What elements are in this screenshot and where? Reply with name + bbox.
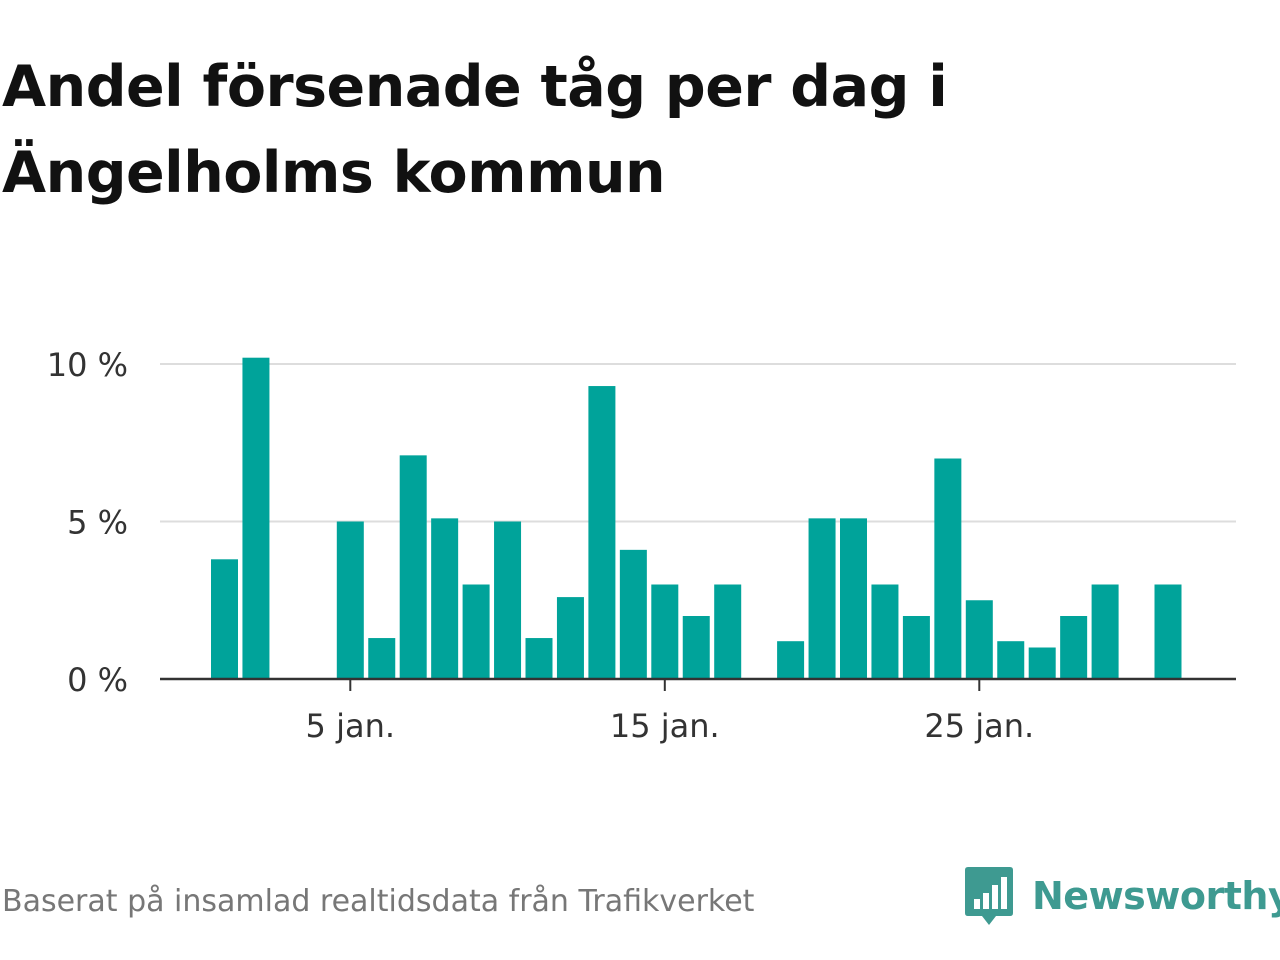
bar [588, 386, 616, 679]
bar [997, 641, 1025, 679]
source-note: Baserat på insamlad realtidsdata från Tr… [2, 884, 755, 919]
bar [399, 455, 427, 679]
bar [494, 521, 522, 679]
bar [1060, 616, 1088, 679]
x-axis-ticks: 5 jan. 15 jan. 25 jan. [306, 679, 1034, 745]
bar [211, 559, 238, 679]
bar [714, 584, 742, 679]
bar [1091, 584, 1119, 679]
bar [651, 584, 679, 679]
bar [682, 616, 710, 679]
brand-name: Newsworthy [1032, 874, 1280, 918]
x-tick-label: 15 jan. [610, 707, 720, 745]
chart-title-line-2: Ängelholms kommun [2, 140, 666, 206]
bar [1154, 584, 1182, 679]
chart-title-line-1: Andel försenade tåg per dag i [2, 54, 948, 120]
bar [871, 584, 899, 679]
bar [431, 518, 459, 679]
bar [777, 641, 805, 679]
y-tick-label: 5 % [67, 504, 128, 542]
bar [808, 518, 836, 679]
newsworthy-logo: Newsworthy [964, 864, 1280, 928]
bar [368, 638, 396, 679]
y-axis-ticks: 0 % 5 % 10 % [47, 346, 128, 699]
grid-lines [160, 363, 1236, 523]
y-tick-label: 0 % [67, 661, 128, 699]
bar-chart-speech-bubble-icon [965, 867, 1013, 925]
bar [965, 600, 993, 679]
x-tick-label: 5 jan. [306, 707, 395, 745]
bar [902, 616, 930, 679]
bar [242, 357, 270, 679]
bar [840, 518, 867, 679]
x-tick-label: 25 jan. [924, 707, 1034, 745]
bar [462, 584, 490, 679]
bar [619, 549, 647, 679]
bar [1028, 647, 1056, 679]
bar [525, 638, 553, 679]
bar [336, 521, 364, 679]
y-tick-label: 10 % [47, 346, 128, 384]
bar [556, 597, 584, 679]
bar [934, 458, 962, 679]
bars [211, 357, 1182, 679]
chart-title: Andel försenade tåg per dag i Ängelholms… [2, 44, 1202, 216]
